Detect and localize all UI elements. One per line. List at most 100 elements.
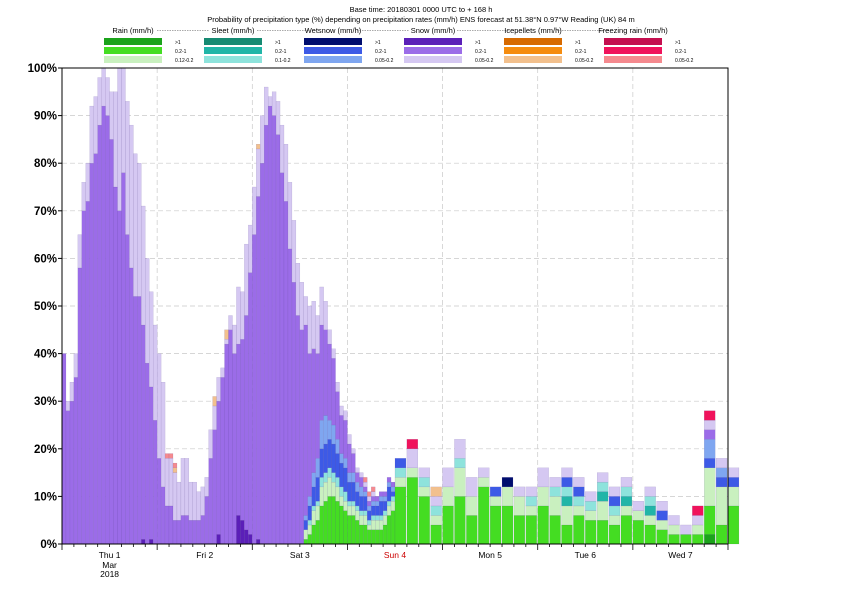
bar-snow-mod xyxy=(291,282,297,545)
bar-sleet-light xyxy=(378,515,384,521)
bar-rain-mod xyxy=(327,496,332,545)
bar-rain-mod xyxy=(367,529,372,545)
bar-snow-mod xyxy=(260,163,265,545)
y-tick-label: 30% xyxy=(34,396,57,408)
bar-snow-mod xyxy=(105,115,110,545)
bar-sleet-light xyxy=(331,472,336,483)
bar-wetsnow-light xyxy=(704,439,716,459)
bar-rain-light xyxy=(394,477,407,488)
bar-sleet-light xyxy=(375,515,380,521)
bar-snow-mod xyxy=(204,496,209,545)
bar-snow-light xyxy=(620,477,633,488)
bar-snow-light xyxy=(355,467,360,473)
legend-entry-label: 0.2-1 xyxy=(675,49,687,55)
bar-snow-mod xyxy=(89,163,94,545)
legend-entry-label: 0.2-1 xyxy=(175,49,187,55)
bar-rain-light xyxy=(359,515,364,526)
bar-rain-heavy xyxy=(704,534,716,545)
bar-wetsnow-mod xyxy=(394,458,407,468)
y-axis: 0% 10% 20% 30% 40% 50% 60% 70% 80% 90% 100% xyxy=(28,63,62,551)
bar-rain-mod xyxy=(549,515,561,545)
bar-snow-light xyxy=(196,491,201,521)
bar-snow-mod xyxy=(153,420,158,545)
bar-rain-light xyxy=(513,496,526,516)
bar-snow-heavy xyxy=(216,534,221,545)
bar-snow-light xyxy=(264,86,269,126)
bar-snow-mod xyxy=(156,458,162,545)
bar-sleet-mod xyxy=(644,505,656,516)
bar-wetsnow-mod xyxy=(363,496,368,511)
legend-swatch xyxy=(204,47,262,54)
bar-snow-heavy xyxy=(141,539,146,545)
bar-wetsnow-mod xyxy=(727,477,740,488)
bar-snow-mod xyxy=(295,315,301,545)
bar-snow-mod xyxy=(335,391,340,440)
bar-snow-mod xyxy=(363,486,368,492)
bar-snow-mod xyxy=(339,415,344,454)
bar-rain-light xyxy=(704,467,716,507)
bar-snow-mod xyxy=(176,520,182,545)
bar-rain-light xyxy=(307,524,312,535)
legend-entry-label: >1 xyxy=(675,40,681,46)
bar-rain-mod xyxy=(561,524,573,545)
x-tick-year: 2018 xyxy=(100,569,119,579)
bar-snow-light xyxy=(295,263,301,316)
bar-wetsnow-light xyxy=(327,420,332,440)
bar-snow-mod xyxy=(125,234,130,545)
bar-rain-light xyxy=(343,501,348,511)
bar-snow-mod xyxy=(236,343,241,516)
y-tick-label: 60% xyxy=(34,253,57,265)
bar-rain-light xyxy=(303,529,308,540)
bar-sleet-light xyxy=(418,477,430,488)
bar-snow-light xyxy=(192,481,197,521)
legend-entry-label: 0.12-0.2 xyxy=(175,58,194,64)
bar-snow-light xyxy=(347,434,352,445)
bar-snow-light xyxy=(597,472,609,483)
bar-snow-heavy xyxy=(256,539,261,545)
bar-snow-light xyxy=(418,467,430,478)
bar-rain-mod xyxy=(656,529,668,545)
bar-wetsnow-mod xyxy=(371,505,376,516)
y-tick-label: 100% xyxy=(28,63,57,75)
legend-group-label: Wetsnow (mm/h) xyxy=(305,26,362,35)
legend-entry-label: >1 xyxy=(175,40,181,46)
bar-snow-light xyxy=(283,144,289,202)
bar-stacks xyxy=(61,67,740,545)
bar-rain-mod xyxy=(359,524,364,545)
bar-rain-mod xyxy=(715,524,728,545)
bar-snow-mod xyxy=(303,324,308,516)
legend-swatch xyxy=(604,38,662,45)
bar-wetsnow-mod xyxy=(715,477,728,488)
bar-snow-light xyxy=(117,67,122,211)
bar-rain-mod xyxy=(430,524,442,545)
bar-wetsnow-light xyxy=(375,501,380,507)
bar-snow-light xyxy=(121,67,126,173)
bar-snow-mod xyxy=(704,429,716,440)
bar-wetsnow-mod xyxy=(656,510,668,521)
legend-swatch xyxy=(604,47,662,54)
bar-wetsnow-light xyxy=(363,491,368,497)
bar-sleet-light xyxy=(454,458,466,468)
bar-ice-light xyxy=(224,329,229,340)
bar-rain-mod xyxy=(394,486,407,545)
bar-wetsnow-light xyxy=(378,496,384,502)
bar-wetsnow-light xyxy=(359,486,364,497)
legend-swatch xyxy=(404,38,462,45)
legend-swatch xyxy=(304,47,362,54)
bar-rain-light xyxy=(561,505,573,526)
bar-snow-mod xyxy=(200,515,205,545)
bar-snow-mod xyxy=(323,329,328,416)
legend-entry-label: 0.05-0.2 xyxy=(475,58,494,64)
bar-wetsnow-light xyxy=(303,515,308,521)
bar-snow-mod xyxy=(275,134,281,545)
bar-sleet-light xyxy=(549,486,561,497)
bar-snow-mod xyxy=(164,505,170,545)
bar-sleet-light xyxy=(430,505,442,516)
bar-rain-mod xyxy=(339,505,344,545)
bar-snow-light xyxy=(307,305,312,354)
bar-snow-light xyxy=(351,448,356,454)
bar-snow-light xyxy=(367,496,372,502)
bar-snow-light xyxy=(248,224,253,273)
bar-rain-light xyxy=(339,496,344,507)
